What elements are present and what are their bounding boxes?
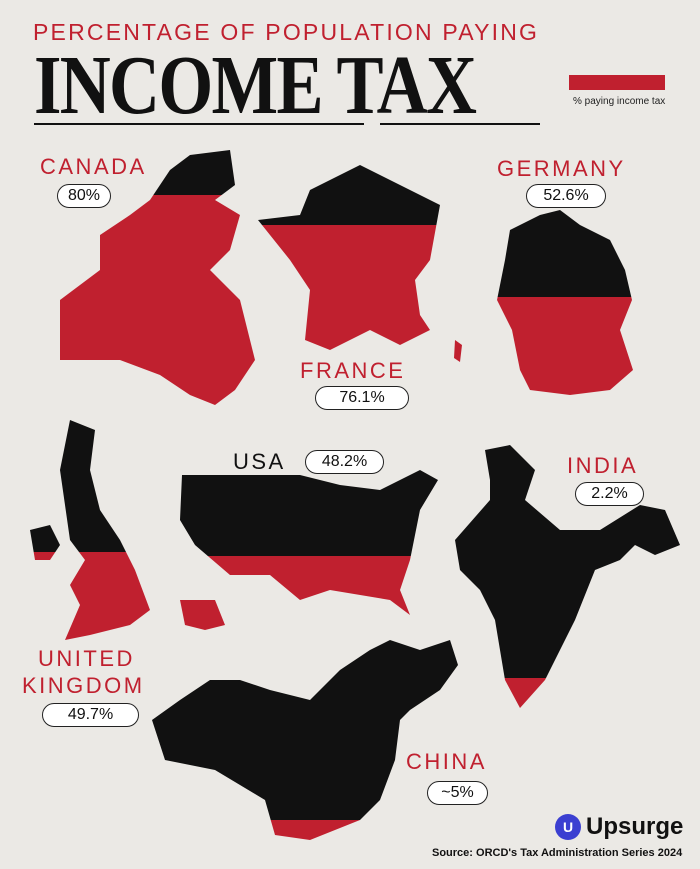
canada-value-pill: 80% bbox=[57, 184, 111, 208]
usa-label: USA bbox=[233, 449, 286, 474]
germany-value-pill: 52.6% bbox=[526, 184, 606, 208]
title-underline bbox=[380, 123, 540, 125]
legend-label: % paying income tax bbox=[573, 96, 666, 107]
subtitle: PERCENTAGE OF POPULATION PAYING bbox=[33, 19, 540, 45]
india-value-pill: 2.2% bbox=[575, 482, 644, 506]
germany-label: GERMANY bbox=[497, 156, 626, 181]
page-title: INCOME TAX bbox=[34, 39, 477, 132]
india-label: INDIA bbox=[567, 453, 639, 478]
uk-value-pill: 49.7% bbox=[42, 703, 139, 727]
uk-label: UNITED bbox=[38, 646, 135, 671]
uk-label-line2: KINGDOM bbox=[22, 673, 145, 698]
usa-value-pill: 48.2% bbox=[305, 450, 384, 474]
title-underline bbox=[34, 123, 364, 125]
canada-label: CANADA bbox=[40, 154, 147, 179]
china-value-pill: ~5% bbox=[427, 781, 488, 805]
source-note: Source: ORCD's Tax Administration Series… bbox=[432, 847, 683, 859]
upsurge-logo-icon: U bbox=[555, 814, 581, 840]
france-value-pill: 76.1% bbox=[315, 386, 409, 410]
legend-swatch bbox=[569, 75, 665, 90]
brand-logo: U Upsurge bbox=[555, 813, 683, 841]
china-label: CHINA bbox=[406, 749, 487, 774]
france-label: FRANCE bbox=[300, 358, 406, 383]
brand-name: Upsurge bbox=[586, 813, 684, 840]
usa-non-taxpayer-area bbox=[180, 470, 438, 556]
